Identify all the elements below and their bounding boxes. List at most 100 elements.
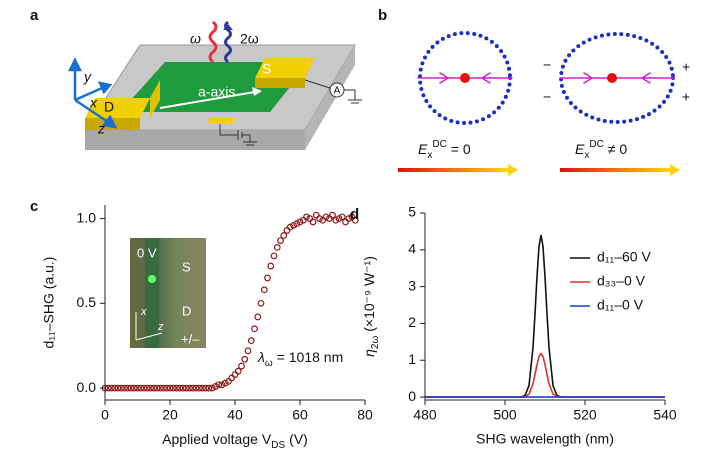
data-point	[244, 347, 252, 355]
y-tick-label: 1	[408, 351, 416, 367]
data-point	[290, 221, 297, 229]
data-point	[215, 381, 223, 389]
data-point	[173, 384, 180, 392]
panel-label: a	[30, 7, 39, 24]
field-label: ExDC ≠ 0	[575, 139, 627, 161]
source-label: S	[262, 61, 271, 77]
inset-spot	[148, 275, 156, 283]
data-point	[345, 215, 353, 222]
device-diagram	[67, 20, 362, 150]
charge-sign: −	[543, 57, 551, 73]
y-axis-label-part: (×10⁻⁹ W⁻¹)	[361, 256, 377, 332]
data-point	[264, 274, 271, 282]
data-point	[296, 218, 304, 226]
data-point	[277, 237, 284, 245]
data-point	[312, 211, 320, 219]
inset-label: +/–	[181, 331, 200, 346]
axis-x-label: x	[89, 95, 98, 111]
data-point	[335, 215, 343, 222]
x-tick-label: 480	[413, 407, 437, 423]
data-point	[134, 384, 141, 392]
data-point	[169, 384, 177, 392]
data-point	[322, 213, 330, 221]
inset-label: z	[157, 321, 164, 333]
data-point	[241, 355, 249, 363]
y-tick-label: 2	[408, 314, 416, 330]
data-point	[202, 384, 210, 392]
y-tick-label: 0	[408, 388, 416, 404]
data-point	[231, 371, 239, 378]
data-point	[270, 252, 278, 260]
data-point	[108, 384, 115, 392]
data-point	[247, 337, 255, 345]
data-point	[309, 218, 317, 226]
two-omega-label: 2ω	[240, 31, 259, 47]
charge-sign: +	[682, 59, 690, 75]
y-axis-label-part: 2ω	[370, 336, 381, 350]
inset-axis	[135, 332, 163, 341]
x-axis-label-part: (V)	[289, 431, 308, 447]
annotation-part: λ	[257, 349, 265, 365]
data-point	[303, 213, 310, 221]
field-label-part: DC	[432, 139, 446, 150]
field-label-part: E	[418, 141, 428, 157]
inset-image	[130, 238, 206, 348]
data-point	[166, 384, 174, 392]
axis-z-label: z	[97, 121, 105, 137]
field-label-part: x	[584, 150, 589, 161]
data-point	[273, 243, 281, 251]
data-point	[283, 227, 291, 234]
y-tick-label: 1.0	[77, 209, 97, 225]
data-point	[228, 374, 236, 382]
y-axis-label: d₁₁–SHG (a.u.)	[41, 257, 57, 349]
data-point	[342, 218, 349, 226]
data-point	[208, 384, 216, 392]
data-point	[267, 262, 275, 270]
ammeter-label: A	[334, 86, 341, 97]
y-axis-label: η2ω (×10⁻⁹ W⁻¹)	[361, 256, 381, 357]
data-point	[316, 215, 323, 222]
y-tick-label: 5	[408, 204, 416, 220]
data-point	[130, 384, 138, 392]
axis-y-label: y	[83, 69, 92, 85]
data-point	[205, 384, 213, 392]
data-point	[251, 325, 258, 333]
x-axis-label: SHG wavelength (nm)	[476, 431, 614, 447]
inset-label: D	[182, 303, 191, 318]
data-point	[338, 213, 346, 221]
data-point	[104, 384, 112, 392]
data-point	[192, 384, 200, 392]
inset-label: 0 V	[137, 245, 157, 260]
field-label: ExDC = 0	[418, 139, 471, 161]
data-point	[280, 232, 288, 239]
data-point	[160, 384, 167, 392]
data-point	[114, 384, 122, 392]
panel-label: d	[350, 206, 359, 223]
x-tick-label: 60	[292, 407, 308, 423]
series-line	[425, 352, 665, 398]
legend-label: d₁₁–0 V	[597, 297, 644, 313]
annotation-part: = 1018 nm	[277, 349, 344, 365]
field-label-part: x	[427, 150, 432, 161]
data-point	[199, 384, 206, 392]
data-point	[332, 216, 340, 224]
data-point	[257, 299, 265, 307]
x-axis-label: Applied voltage VDS (V)	[162, 431, 308, 451]
field-diagram	[398, 31, 680, 176]
data-point	[140, 384, 148, 392]
field-label-part: DC	[589, 139, 603, 150]
data-point	[212, 383, 219, 390]
data-point	[286, 223, 294, 231]
x-tick-label: 40	[227, 407, 243, 423]
data-point	[218, 381, 226, 389]
omega-label: ω	[190, 31, 201, 47]
data-point	[238, 362, 245, 370]
data-point	[153, 384, 161, 392]
x-tick-label: 0	[101, 407, 109, 423]
inset-label: S	[182, 259, 191, 274]
data-point	[163, 384, 171, 392]
field-label-part: ≠ 0	[608, 141, 628, 157]
legend-label: d₃₃–0 V	[597, 273, 646, 289]
data-point	[195, 384, 203, 392]
y-tick-label: 0.5	[77, 294, 97, 310]
